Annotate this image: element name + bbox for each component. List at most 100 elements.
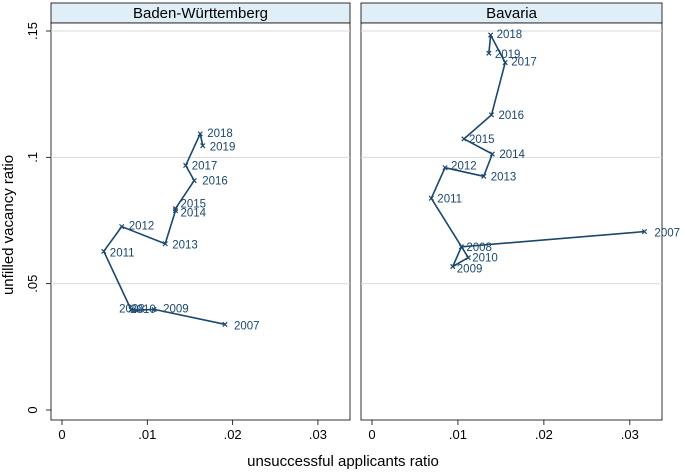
point-marker xyxy=(461,136,467,142)
point-label: 2016 xyxy=(202,176,228,188)
data-point-2018: 2018 xyxy=(487,29,523,41)
point-marker xyxy=(487,32,494,38)
point-label: 2015 xyxy=(180,199,206,211)
data-point-2011: 2011 xyxy=(428,193,462,205)
x-tick-label: .01 xyxy=(449,427,467,442)
point-label: 2008 xyxy=(119,304,145,316)
data-point-2013: 2013 xyxy=(162,240,198,252)
plot-area xyxy=(50,22,351,421)
point-marker xyxy=(458,244,464,250)
point-marker xyxy=(465,255,471,261)
point-marker xyxy=(162,241,168,247)
point-label: 2017 xyxy=(511,57,537,69)
point-label: 2010 xyxy=(472,253,498,265)
point-marker xyxy=(172,208,179,214)
data-point-2008: 2008 xyxy=(458,242,492,254)
data-point-2019: 2019 xyxy=(486,49,521,61)
point-marker xyxy=(428,195,434,201)
point-marker xyxy=(450,263,456,270)
y-axis-title: unfilled vacancy ratio xyxy=(0,155,17,295)
point-label: 2009 xyxy=(163,303,189,315)
point-label: 2013 xyxy=(491,171,517,183)
data-point-2010: 2010 xyxy=(465,253,498,265)
y-tick-label: .05 xyxy=(25,275,40,293)
data-point-2014: 2014 xyxy=(172,208,207,220)
point-label: 2019 xyxy=(495,49,521,61)
point-marker xyxy=(486,50,492,56)
panel-title: Bavaria xyxy=(486,5,538,22)
point-label: 2015 xyxy=(469,134,495,146)
x-tick-label: .03 xyxy=(309,427,327,442)
point-marker xyxy=(442,165,448,171)
point-marker xyxy=(101,248,107,254)
data-point-2015: 2015 xyxy=(172,199,206,212)
x-tick-label: .03 xyxy=(621,427,639,442)
data-point-2011: 2011 xyxy=(101,247,135,259)
x-tick-label: .02 xyxy=(535,427,553,442)
point-marker xyxy=(222,321,228,327)
point-marker xyxy=(489,151,495,157)
point-marker xyxy=(133,307,139,313)
point-label: 2017 xyxy=(192,160,218,172)
point-label: 2014 xyxy=(499,149,525,161)
point-label: 2019 xyxy=(210,142,236,154)
data-point-2012: 2012 xyxy=(119,221,155,233)
data-point-2009: 2009 xyxy=(151,303,189,315)
x-tick-label: 0 xyxy=(368,427,375,442)
point-label: 2007 xyxy=(654,228,680,240)
x-tick-label: 0 xyxy=(58,427,65,442)
point-marker xyxy=(481,173,487,179)
point-marker xyxy=(172,206,179,212)
point-label: 2012 xyxy=(129,221,155,233)
point-marker xyxy=(183,162,189,169)
point-marker xyxy=(119,223,125,230)
data-point-2012: 2012 xyxy=(442,161,477,173)
y-tick-label: .15 xyxy=(25,22,40,40)
data-point-2013: 2013 xyxy=(481,171,517,183)
point-marker xyxy=(197,131,203,137)
panel-0: Baden-Württemberg 0 .01 .02 .03 0 .05 .1 .15 2007… xyxy=(25,2,351,442)
data-point-2014: 2014 xyxy=(489,149,525,161)
point-label: 2009 xyxy=(457,263,483,275)
data-point-2016: 2016 xyxy=(488,110,524,122)
point-marker xyxy=(191,177,197,184)
point-label: 2018 xyxy=(207,128,233,140)
plot-area xyxy=(360,22,663,421)
point-marker xyxy=(151,306,157,313)
point-marker xyxy=(641,228,648,235)
point-marker xyxy=(488,112,495,118)
data-point-2010: 2010 xyxy=(130,304,156,316)
point-label: 2014 xyxy=(180,208,206,220)
point-label: 2011 xyxy=(437,193,462,205)
x-tick-label: .02 xyxy=(224,427,242,442)
data-point-2007: 2007 xyxy=(641,228,680,240)
data-point-2008: 2008 xyxy=(119,304,145,316)
point-label: 2018 xyxy=(497,29,523,41)
data-point-2019: 2019 xyxy=(200,142,236,154)
x-axis-title: unsuccessful applicants ratio xyxy=(247,453,439,470)
data-point-2007: 2007 xyxy=(222,320,260,332)
data-point-2017: 2017 xyxy=(502,57,537,69)
point-label: 2008 xyxy=(466,242,492,254)
point-label: 2011 xyxy=(110,247,135,259)
point-label: 2016 xyxy=(498,110,524,122)
panels: Baden-Württemberg 0 .01 .02 .03 0 .05 .1 .15 2007… xyxy=(25,2,680,442)
data-point-2009: 2009 xyxy=(450,263,483,275)
panel-title: Baden-Württemberg xyxy=(133,5,268,22)
point-marker xyxy=(502,59,508,66)
point-label: 2013 xyxy=(172,240,198,252)
point-label: 2007 xyxy=(234,320,260,332)
y-tick-label: .1 xyxy=(25,152,40,163)
x-tick-label: .01 xyxy=(138,427,156,442)
data-point-2015: 2015 xyxy=(461,134,495,146)
point-label: 2010 xyxy=(130,304,156,316)
point-marker xyxy=(200,143,206,149)
y-tick-label: 0 xyxy=(25,406,40,413)
data-point-2016: 2016 xyxy=(191,176,228,188)
point-marker xyxy=(128,307,134,313)
data-point-2018: 2018 xyxy=(197,128,233,140)
data-point-2017: 2017 xyxy=(183,160,218,172)
